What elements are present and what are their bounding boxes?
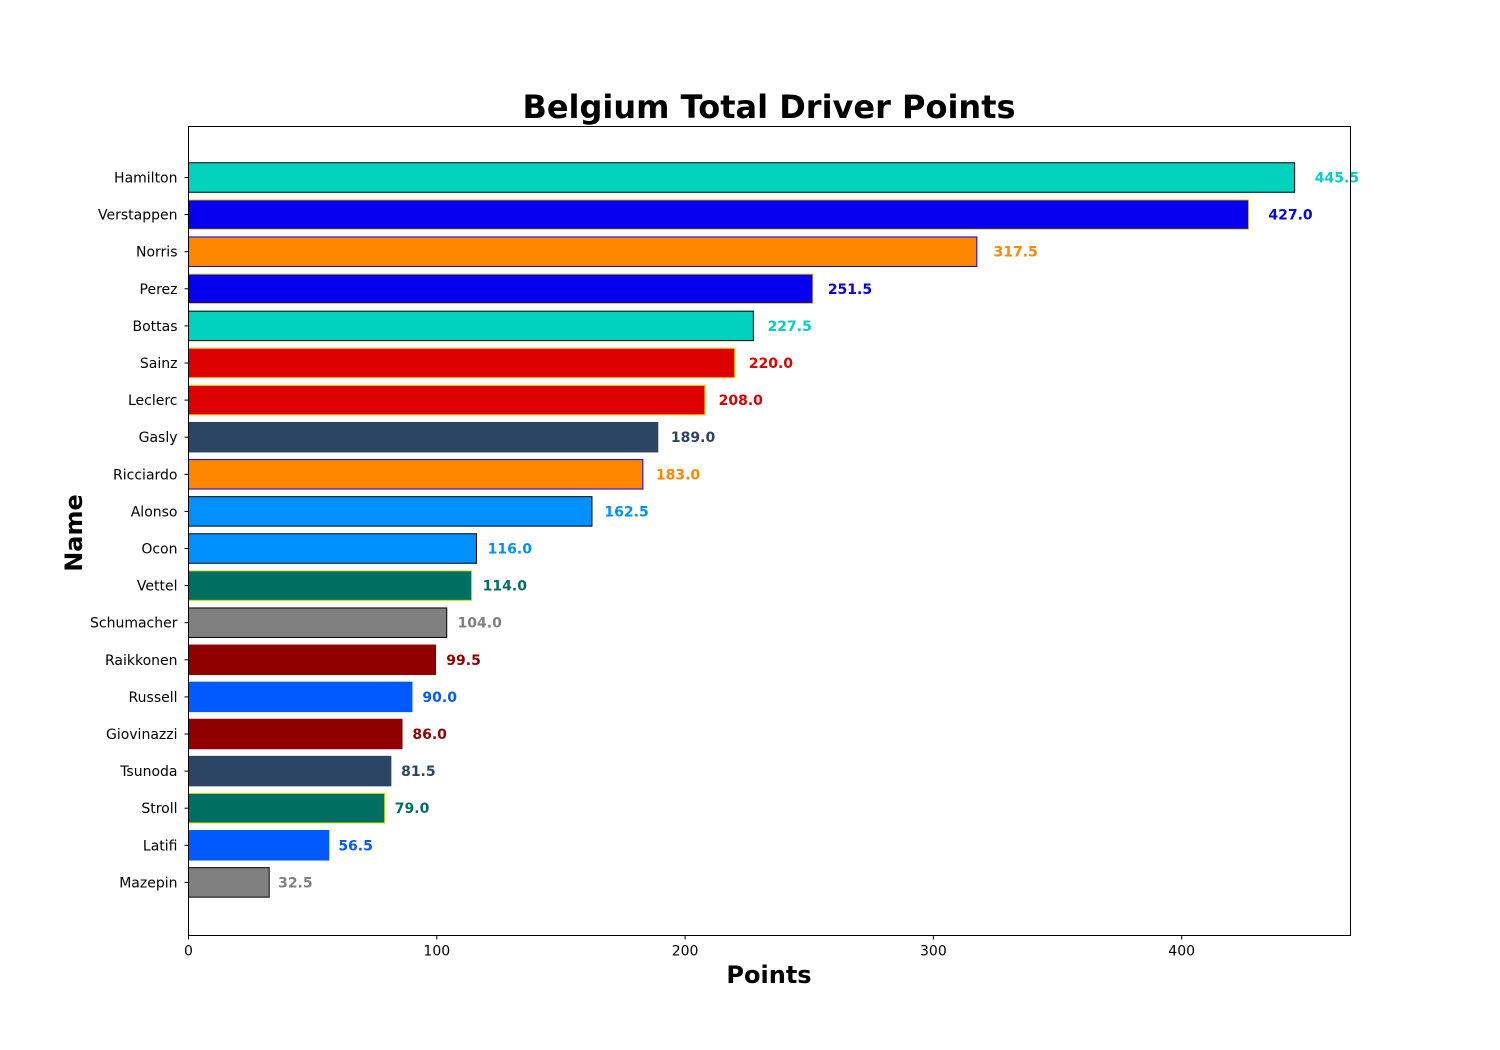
value-label: 227.5 — [768, 319, 812, 335]
y-tick-label: Schumacher — [90, 616, 178, 632]
y-tick-label: Ricciardo — [113, 467, 177, 483]
bar-gasly — [188, 421, 659, 453]
value-label: 251.5 — [828, 282, 872, 298]
y-tick-label: Leclerc — [128, 393, 178, 409]
bar-latifi — [188, 830, 330, 861]
x-tick-label: 300 — [920, 944, 947, 960]
y-tick-label: Stroll — [141, 801, 177, 817]
y-tick-label: Sainz — [140, 356, 178, 372]
y-tick-label: Latifi — [143, 838, 178, 854]
y-tick-label: Mazepin — [119, 875, 177, 891]
y-tick-label: Ocon — [141, 542, 177, 558]
value-label: 317.5 — [993, 245, 1037, 261]
value-label: 445.5 — [1315, 171, 1359, 187]
value-label: 104.0 — [458, 616, 503, 632]
value-label: 162.5 — [604, 504, 648, 520]
value-label: 79.0 — [395, 801, 430, 817]
y-axis-label: Name — [60, 494, 88, 572]
chart-title: Belgium Total Driver Points — [522, 88, 1015, 126]
bar-mazepin — [188, 867, 270, 898]
value-label: 56.5 — [338, 838, 373, 854]
bar-norris — [188, 236, 978, 267]
bar-ocon — [188, 533, 478, 564]
bar-perez — [188, 273, 814, 305]
bar-ricciardo — [188, 459, 644, 490]
value-label: 183.0 — [656, 467, 701, 483]
value-label: 189.0 — [671, 430, 716, 446]
bar-stroll — [188, 792, 386, 824]
bar-verstappen — [188, 199, 1250, 230]
value-label: 114.0 — [483, 579, 528, 595]
x-tick-label: 200 — [672, 944, 699, 960]
value-label: 99.5 — [446, 653, 481, 669]
y-tick-label: Hamilton — [114, 171, 177, 187]
y-tick-label: Alonso — [131, 504, 178, 520]
bar-bottas — [188, 310, 754, 342]
value-label: 427.0 — [1268, 208, 1313, 224]
bar-tsunoda — [188, 755, 392, 787]
value-label: 208.0 — [719, 393, 764, 409]
bars-group — [188, 162, 1296, 898]
bar-hamilton — [188, 162, 1296, 193]
bar-raikkonen — [188, 644, 437, 676]
y-tick-label: Vettel — [137, 579, 178, 595]
y-tick-label: Raikkonen — [105, 653, 178, 669]
x-ticks-group: 0 100 200 300 400 — [184, 935, 1195, 960]
x-tick-label: 100 — [423, 944, 450, 960]
y-ticks-group: Hamilton Verstappen Norris Perez Bottas Sainz… — [90, 171, 189, 891]
bar-giovinazzi — [188, 718, 403, 750]
plot-frame — [188, 126, 1351, 936]
y-tick-label: Russell — [129, 690, 178, 706]
bar-alonso — [188, 496, 593, 527]
value-label: 32.5 — [278, 875, 313, 891]
y-tick-label: Perez — [140, 282, 178, 298]
y-tick-label: Verstappen — [98, 208, 177, 224]
value-label: 86.0 — [412, 727, 447, 743]
value-labels-group: 445.5 427.0 317.5 251.5 227.5 220.0 208.0 189.0… — [278, 171, 1359, 892]
y-tick-label: Tsunoda — [119, 764, 177, 780]
y-tick-label: Norris — [136, 245, 178, 261]
x-tick-label: 0 — [184, 944, 193, 960]
value-label: 81.5 — [401, 764, 436, 780]
value-label: 90.0 — [422, 690, 457, 706]
x-axis-label: Points — [726, 961, 811, 989]
bar-sainz — [188, 347, 736, 379]
y-tick-label: Gasly — [139, 430, 178, 446]
bar-vettel — [188, 570, 473, 601]
bar-leclerc — [188, 384, 706, 416]
x-tick-label: 400 — [1168, 944, 1195, 960]
bar-schumacher — [188, 607, 448, 638]
bar-russell — [188, 681, 413, 713]
y-tick-label: Giovinazzi — [106, 727, 178, 743]
value-label: 220.0 — [749, 356, 794, 372]
y-tick-label: Bottas — [132, 319, 177, 335]
value-label: 116.0 — [488, 542, 533, 558]
